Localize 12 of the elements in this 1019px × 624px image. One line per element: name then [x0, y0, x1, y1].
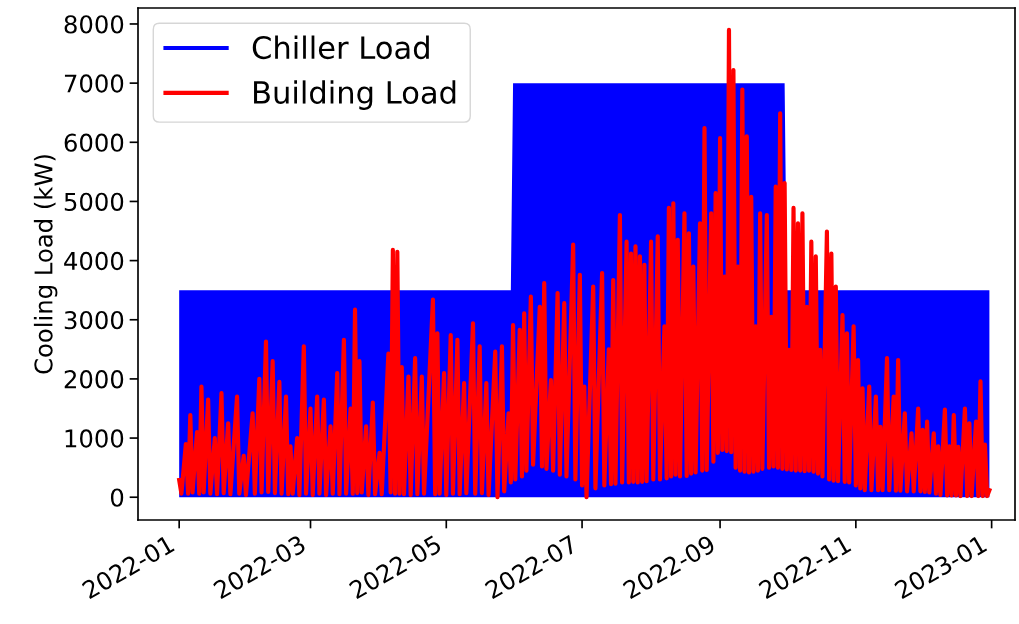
legend-label: Building Load — [254, 80, 456, 110]
y-tick-label: 1000 — [65, 429, 124, 448]
y-tick-label: 0 — [110, 488, 124, 507]
y-tick-label: 7000 — [64, 74, 124, 93]
y-tick-label: 4000 — [64, 251, 124, 271]
y-tick-label: 5000 — [64, 192, 124, 212]
y-tick-label: 8000 — [64, 15, 124, 34]
y-tick-label: 6000 — [64, 133, 124, 152]
legend-label: Chiller Load — [252, 35, 429, 60]
y-tick-label: 3000 — [64, 310, 124, 330]
y-tick-label: 2000 — [64, 370, 124, 389]
y-axis-title: Cooling Load (kW) — [33, 155, 58, 374]
